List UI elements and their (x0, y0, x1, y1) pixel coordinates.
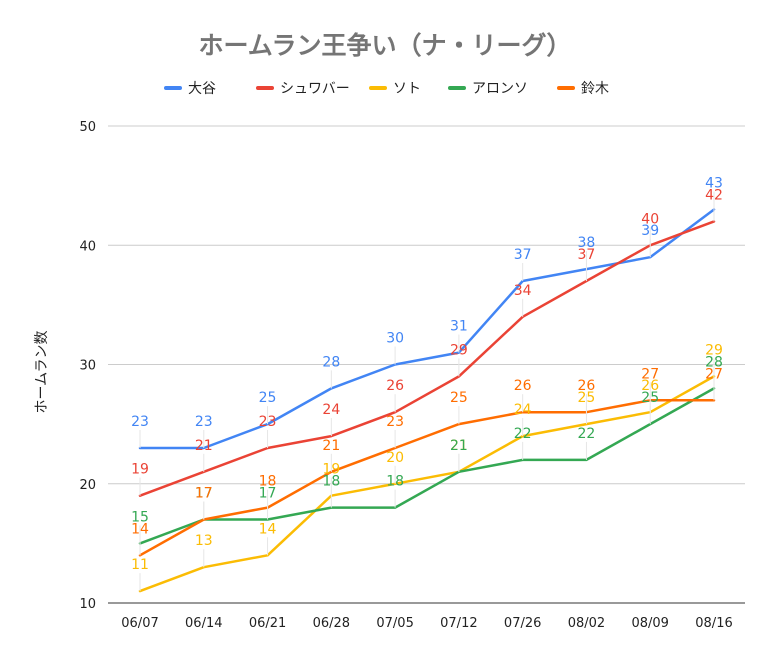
x-tick-label: 08/16 (695, 616, 732, 631)
series-line (138, 220, 716, 497)
data-label: 13 (195, 533, 213, 549)
data-label: 28 (705, 354, 723, 370)
legend: 大谷 シュワバー ソト アロンソ 鈴木 (164, 81, 609, 97)
data-labels: 23 23252830313738394319212324262934374042… (131, 175, 723, 592)
data-label: 37 (578, 247, 596, 263)
legend-label: 大谷 (188, 81, 216, 97)
data-label: 21 (195, 438, 213, 454)
data-label: 40 (641, 211, 659, 227)
x-tick-label: 08/02 (568, 616, 605, 631)
data-label: 18 (259, 474, 277, 490)
x-tick-label: 07/05 (376, 616, 413, 631)
data-label: 21 (450, 438, 468, 454)
data-label: 18 (386, 474, 404, 490)
chart-title: ホームラン王争い（ナ・リーグ） (198, 31, 571, 60)
data-label: 23 (195, 414, 213, 430)
data-label: 14 (259, 521, 277, 537)
data-label: 27 (641, 366, 659, 382)
legend-item: シュワバー (256, 81, 350, 97)
data-label: 42 (705, 187, 723, 203)
y-tick-label: 20 (79, 478, 96, 493)
series-line (138, 375, 716, 593)
data-label: 29 (705, 342, 723, 358)
legend-item: 大谷 (164, 81, 216, 97)
y-tick-label: 30 (79, 359, 96, 374)
legend-label: シュワバー (280, 81, 350, 97)
x-tick-label: 07/12 (440, 616, 477, 631)
gridlines (108, 125, 745, 604)
data-label: 14 (131, 521, 149, 537)
data-label: 17 (195, 486, 213, 502)
data-label: 43 (705, 175, 723, 191)
legend-item: 鈴木 (557, 81, 609, 97)
x-tick-label: 08/09 (631, 616, 668, 631)
data-label: 21 (450, 438, 468, 454)
data-label: 23 (131, 414, 149, 430)
data-label: 38 (578, 235, 596, 251)
data-label: 26 (514, 378, 532, 394)
legend-label: 鈴木 (581, 81, 609, 97)
y-tick-label: 40 (79, 239, 96, 254)
data-label: 34 (514, 283, 532, 299)
data-label: 31 (450, 319, 468, 335)
y-axis-ticks: 10 20 30 40 50 (79, 120, 96, 612)
x-axis-ticks: 06/07 06/14 06/21 06/28 07/05 07/12 07/26 08/02… (121, 616, 732, 631)
data-label: 22 (578, 426, 596, 442)
data-label: 20 (386, 450, 404, 466)
data-label: 24 (322, 402, 340, 418)
data-label: 23 (259, 414, 277, 430)
series-line (138, 387, 716, 545)
data-label: 19 (131, 462, 149, 478)
data-label: 26 (386, 378, 404, 394)
legend-item: ソト (369, 81, 421, 97)
data-label: 11 (131, 557, 149, 573)
x-tick-label: 07/26 (504, 616, 541, 631)
data-label: 25 (450, 390, 468, 406)
data-label: 23 (386, 414, 404, 430)
y-axis-title: ホームラン数 (34, 331, 50, 414)
legend-label: アロンソ (472, 81, 528, 97)
data-label: 28 (322, 354, 340, 370)
x-tick-label: 06/21 (249, 616, 286, 631)
legend-label: ソト (393, 81, 421, 97)
y-tick-label: 10 (79, 597, 96, 612)
data-label: 30 (386, 331, 404, 347)
data-label: 27 (705, 366, 723, 382)
data-label: 15 (131, 509, 149, 525)
data-label: 29 (450, 342, 468, 358)
data-label: 18 (322, 474, 340, 490)
data-label: 17 (195, 486, 213, 502)
y-tick-label: 50 (79, 120, 96, 135)
legend-item: アロンソ (448, 81, 528, 97)
data-label: 37 (514, 247, 532, 263)
series-line (138, 399, 716, 557)
x-tick-label: 06/28 (313, 616, 350, 631)
data-label: 25 (259, 390, 277, 406)
data-label: 22 (514, 426, 532, 442)
x-tick-label: 06/14 (185, 616, 222, 631)
data-label: 26 (578, 378, 596, 394)
data-label: 21 (322, 438, 340, 454)
x-tick-label: 06/07 (121, 616, 158, 631)
series-lines (138, 208, 716, 593)
